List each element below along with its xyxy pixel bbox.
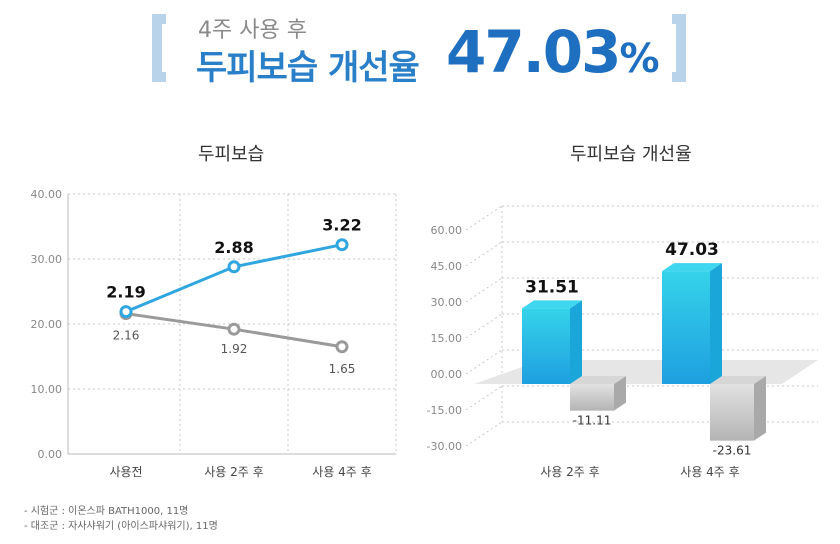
- data-point: [335, 238, 349, 252]
- header-subtitle: 4주 사용 후: [198, 18, 307, 43]
- data-label: -23.61: [713, 444, 752, 458]
- footnote-control-group: - 대조군 : 자사샤워기 (아이스파샤워기), 11명: [24, 521, 218, 532]
- y-gridline-diag: [465, 313, 503, 339]
- data-label: 1.65: [329, 362, 356, 376]
- y-tick-label: 30.00: [431, 296, 463, 309]
- left-bracket: [152, 14, 166, 82]
- y-tick-label: 0.00: [38, 448, 63, 461]
- bar-test-side: [570, 300, 582, 384]
- y-tick-label: 60.00: [431, 224, 463, 237]
- data-label: 1.92: [221, 342, 248, 356]
- y-tick-label: -15.00: [427, 404, 462, 417]
- data-label: 2.88: [214, 238, 253, 257]
- y-tick-label: 45.00: [431, 260, 463, 273]
- y-tick-label: -30.00: [427, 440, 462, 453]
- line-chart-title: 두피보습: [198, 144, 265, 165]
- bar-chart: -30.00 -15.00 00.00 15.00 30.00 45.00 60.00 31.…: [427, 205, 818, 479]
- bar-test-side: [710, 263, 722, 384]
- bar-test: [662, 271, 710, 384]
- bar-test: [522, 308, 570, 384]
- y-gridline-diag: [465, 241, 503, 267]
- data-point: [335, 340, 349, 354]
- y-gridline-diag: [465, 385, 503, 411]
- bar-control: [570, 384, 614, 411]
- y-tick-label: 30.00: [31, 253, 63, 266]
- bar-test-top: [522, 300, 582, 309]
- bar-control-top: [710, 376, 766, 384]
- bar-control-side: [754, 376, 766, 441]
- line-chart: 0.00 10.00 20.00 30.00 40.00 사용전 사용 2주 후 사용 4주 …: [31, 188, 397, 479]
- y-tick-label: 20.00: [31, 318, 63, 331]
- bar-control-top: [570, 376, 626, 384]
- y-gridline-diag: [465, 205, 503, 231]
- header-title: 두피보습 개선율: [196, 48, 420, 88]
- data-point: [227, 260, 241, 274]
- data-label: 47.03: [665, 240, 719, 260]
- right-bracket: [672, 14, 686, 82]
- y-gridline-diag: [465, 421, 503, 447]
- x-tick-label: 사용 2주 후: [540, 465, 599, 479]
- data-label: 31.51: [525, 277, 579, 297]
- y-gridline-diag: [465, 277, 503, 303]
- footnote-test-group: - 시험군 : 이온스파 BATH1000, 11명: [24, 506, 189, 517]
- data-point: [227, 322, 241, 336]
- data-label: 2.16: [113, 329, 140, 343]
- bar-chart-title: 두피보습 개선율: [570, 144, 692, 165]
- header-value: 47.03%: [446, 18, 660, 86]
- y-tick-label: 00.00: [431, 368, 463, 381]
- y-tick-label: 15.00: [431, 332, 463, 345]
- header-value-number: 47.03: [446, 18, 621, 86]
- data-label: 2.19: [106, 283, 145, 302]
- bar-test-top: [662, 263, 722, 272]
- data-point: [119, 305, 133, 319]
- bar-control-side: [614, 376, 626, 411]
- y-gridline-diag: [465, 349, 503, 375]
- x-tick-label: 사용 4주 후: [680, 465, 739, 479]
- data-label: -11.11: [573, 414, 612, 428]
- header: 4주 사용 후 두피보습 개선율 47.03%: [0, 0, 840, 100]
- y-tick-label: 10.00: [31, 383, 63, 396]
- y-tick-label: 40.00: [31, 188, 63, 201]
- x-tick-label: 사용 4주 후: [312, 465, 371, 479]
- data-label: 3.22: [322, 216, 361, 235]
- x-tick-label: 사용전: [109, 465, 142, 479]
- header-value-unit: %: [619, 36, 659, 82]
- bar-control: [710, 384, 754, 441]
- x-tick-label: 사용 2주 후: [204, 465, 263, 479]
